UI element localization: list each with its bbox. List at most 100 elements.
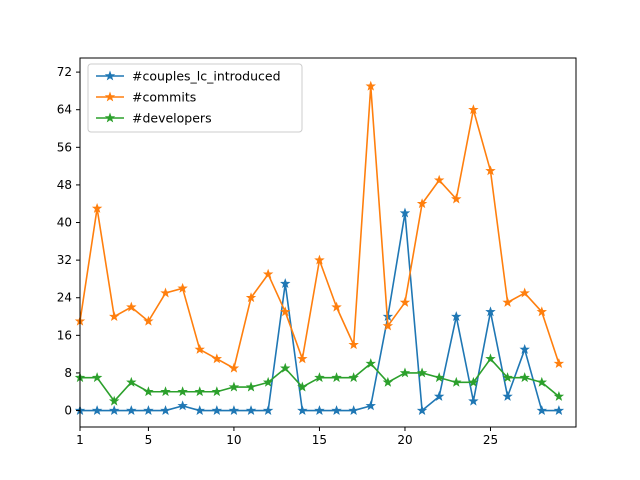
data-point	[228, 405, 240, 415]
data-point	[485, 306, 496, 317]
data-point	[211, 353, 223, 364]
y-tick-label: 48	[57, 178, 72, 192]
data-point	[211, 405, 223, 415]
data-point	[245, 381, 257, 392]
data-point	[502, 390, 513, 401]
data-point	[108, 395, 120, 406]
data-point	[280, 362, 291, 373]
y-tick-label: 0	[64, 404, 72, 418]
y-tick-label: 64	[57, 103, 72, 117]
data-point	[160, 386, 171, 397]
data-point	[348, 405, 359, 415]
data-point	[262, 268, 274, 279]
data-point	[126, 405, 137, 415]
data-point	[433, 174, 445, 185]
data-point	[553, 390, 565, 401]
data-point	[502, 372, 513, 383]
data-point	[108, 405, 120, 415]
data-point	[451, 376, 462, 387]
x-tick-label: 15	[312, 433, 327, 447]
data-point	[502, 296, 513, 307]
data-point	[536, 376, 548, 387]
x-tick-label: 20	[397, 433, 412, 447]
data-point	[280, 278, 291, 289]
data-point	[331, 301, 342, 312]
y-tick-label: 40	[57, 216, 72, 230]
data-point	[519, 287, 530, 298]
data-point	[553, 358, 565, 368]
data-point	[228, 362, 240, 373]
data-point	[331, 372, 342, 383]
data-point	[451, 311, 462, 321]
legend-marker	[104, 91, 116, 102]
y-tick-label: 32	[57, 253, 72, 267]
data-point	[365, 80, 376, 91]
y-tick-label: 8	[64, 366, 72, 380]
data-point	[331, 405, 342, 415]
data-point	[228, 381, 240, 392]
data-point	[468, 376, 479, 387]
data-point	[126, 376, 137, 387]
data-point	[211, 386, 223, 397]
data-point	[314, 372, 325, 383]
data-point	[108, 311, 120, 321]
data-point	[314, 405, 325, 415]
data-point	[416, 405, 428, 415]
data-point	[382, 376, 394, 387]
x-tick-label: 25	[483, 433, 498, 447]
data-point	[194, 405, 205, 415]
data-point	[177, 282, 188, 293]
data-point	[262, 405, 274, 415]
x-axis: 1 5 10 15 20 25	[76, 427, 498, 447]
data-point	[399, 207, 411, 218]
data-point	[177, 400, 188, 411]
legend-label: #commits	[132, 90, 196, 105]
legend-item: #couples_lc_introduced	[96, 69, 281, 84]
y-tick-label: 72	[57, 65, 72, 79]
legend-label: #developers	[132, 111, 212, 126]
data-point	[194, 386, 205, 397]
legend-box	[87, 63, 303, 133]
data-point	[365, 358, 376, 368]
data-point	[143, 386, 154, 397]
data-point	[382, 320, 394, 331]
data-point	[348, 372, 359, 383]
data-point	[143, 315, 154, 326]
plot-frame	[79, 57, 577, 428]
legend-marker	[104, 112, 116, 123]
data-point	[143, 405, 154, 415]
data-point	[365, 400, 376, 411]
data-point	[314, 254, 325, 265]
data-point	[485, 353, 496, 364]
legend-label: #couples_lc_introduced	[132, 69, 281, 84]
y-axis: 0 8 16 24 32 40 48 56 64 72	[57, 65, 80, 418]
data-point	[468, 104, 479, 115]
data-point	[297, 353, 308, 364]
data-point	[91, 202, 103, 213]
series-2	[74, 80, 565, 373]
data-point	[451, 193, 462, 204]
data-point	[416, 198, 428, 209]
data-point	[297, 381, 308, 392]
legend-item: #developers	[96, 111, 212, 126]
data-point	[399, 367, 411, 378]
data-point	[399, 296, 411, 307]
data-point	[126, 301, 137, 312]
data-point	[348, 339, 359, 350]
legend-item: #commits	[96, 90, 196, 105]
data-point	[262, 376, 274, 387]
series-1	[74, 207, 565, 415]
y-tick-label: 24	[57, 291, 72, 305]
x-tick-label: 10	[226, 433, 241, 447]
data-point	[160, 287, 171, 298]
data-point	[433, 390, 445, 401]
data-point	[160, 405, 171, 415]
data-point	[280, 306, 291, 317]
data-point	[468, 395, 479, 406]
data-point	[519, 372, 530, 383]
data-point	[91, 405, 103, 415]
data-point	[91, 372, 103, 383]
data-point	[433, 372, 445, 383]
data-point	[416, 367, 428, 378]
